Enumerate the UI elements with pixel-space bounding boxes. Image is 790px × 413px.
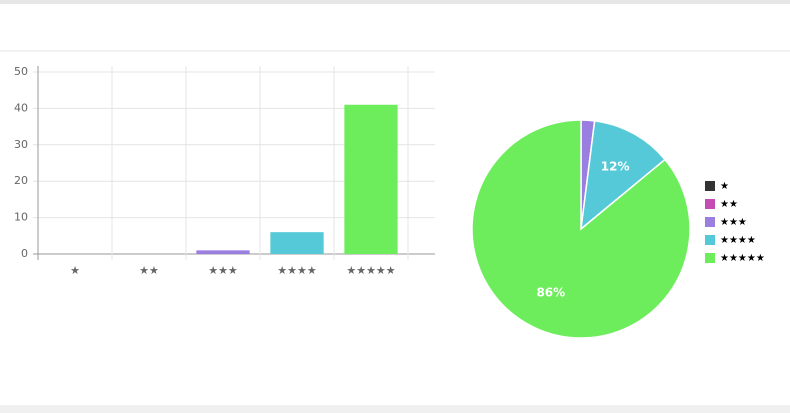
y-tick-label: 30 [14, 138, 28, 151]
bar [270, 232, 324, 254]
legend-swatch [705, 199, 715, 209]
slice-label: 86% [536, 286, 565, 300]
bar [344, 104, 398, 254]
y-tick-label: 40 [14, 101, 28, 114]
x-tick-label: ★★ [139, 264, 159, 277]
legend-label: ★★★★★ [720, 253, 765, 264]
slice-label: 12% [601, 159, 630, 173]
pie-slice [580, 120, 667, 231]
top-border [0, 0, 790, 4]
footer-strip [0, 405, 790, 413]
x-tick-label: ★★★★ [277, 264, 317, 277]
legend-swatch [705, 253, 715, 263]
bar [196, 250, 250, 254]
legend-label: ★ [720, 181, 729, 192]
y-tick-label: 50 [14, 65, 28, 78]
legend-label: ★★ [720, 199, 738, 210]
y-tick-label: 10 [14, 211, 28, 224]
x-tick-label: ★★★ [208, 264, 238, 277]
legend-label: ★★★★ [720, 235, 756, 246]
legend-swatch [705, 235, 715, 245]
x-tick-label: ★★★★★ [346, 264, 395, 277]
y-tick-label: 0 [21, 247, 28, 260]
legend-swatch [705, 181, 715, 191]
legend-label: ★★★ [720, 217, 747, 228]
y-tick-label: 20 [14, 174, 28, 187]
legend-swatch [705, 217, 715, 227]
x-tick-label: ★ [70, 264, 80, 277]
pie-slice [471, 119, 691, 339]
